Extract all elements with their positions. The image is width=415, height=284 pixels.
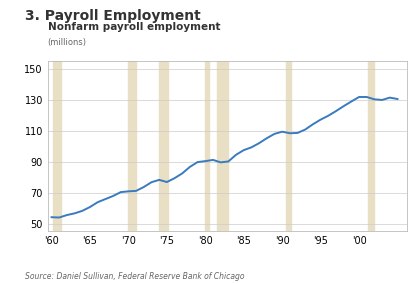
- Bar: [286, 61, 291, 231]
- Bar: [205, 61, 209, 231]
- Text: Source: Daniel Sullivan, Federal Reserve Bank of Chicago: Source: Daniel Sullivan, Federal Reserve…: [25, 272, 244, 281]
- Bar: [128, 61, 136, 231]
- Text: Nonfarm payroll employment: Nonfarm payroll employment: [48, 22, 220, 32]
- Text: (millions): (millions): [48, 38, 87, 47]
- Bar: [159, 61, 168, 231]
- Bar: [54, 61, 61, 231]
- Legend: Recession: Recession: [52, 282, 121, 284]
- Bar: [217, 61, 228, 231]
- Bar: [368, 61, 374, 231]
- Text: 3. Payroll Employment: 3. Payroll Employment: [25, 9, 200, 22]
